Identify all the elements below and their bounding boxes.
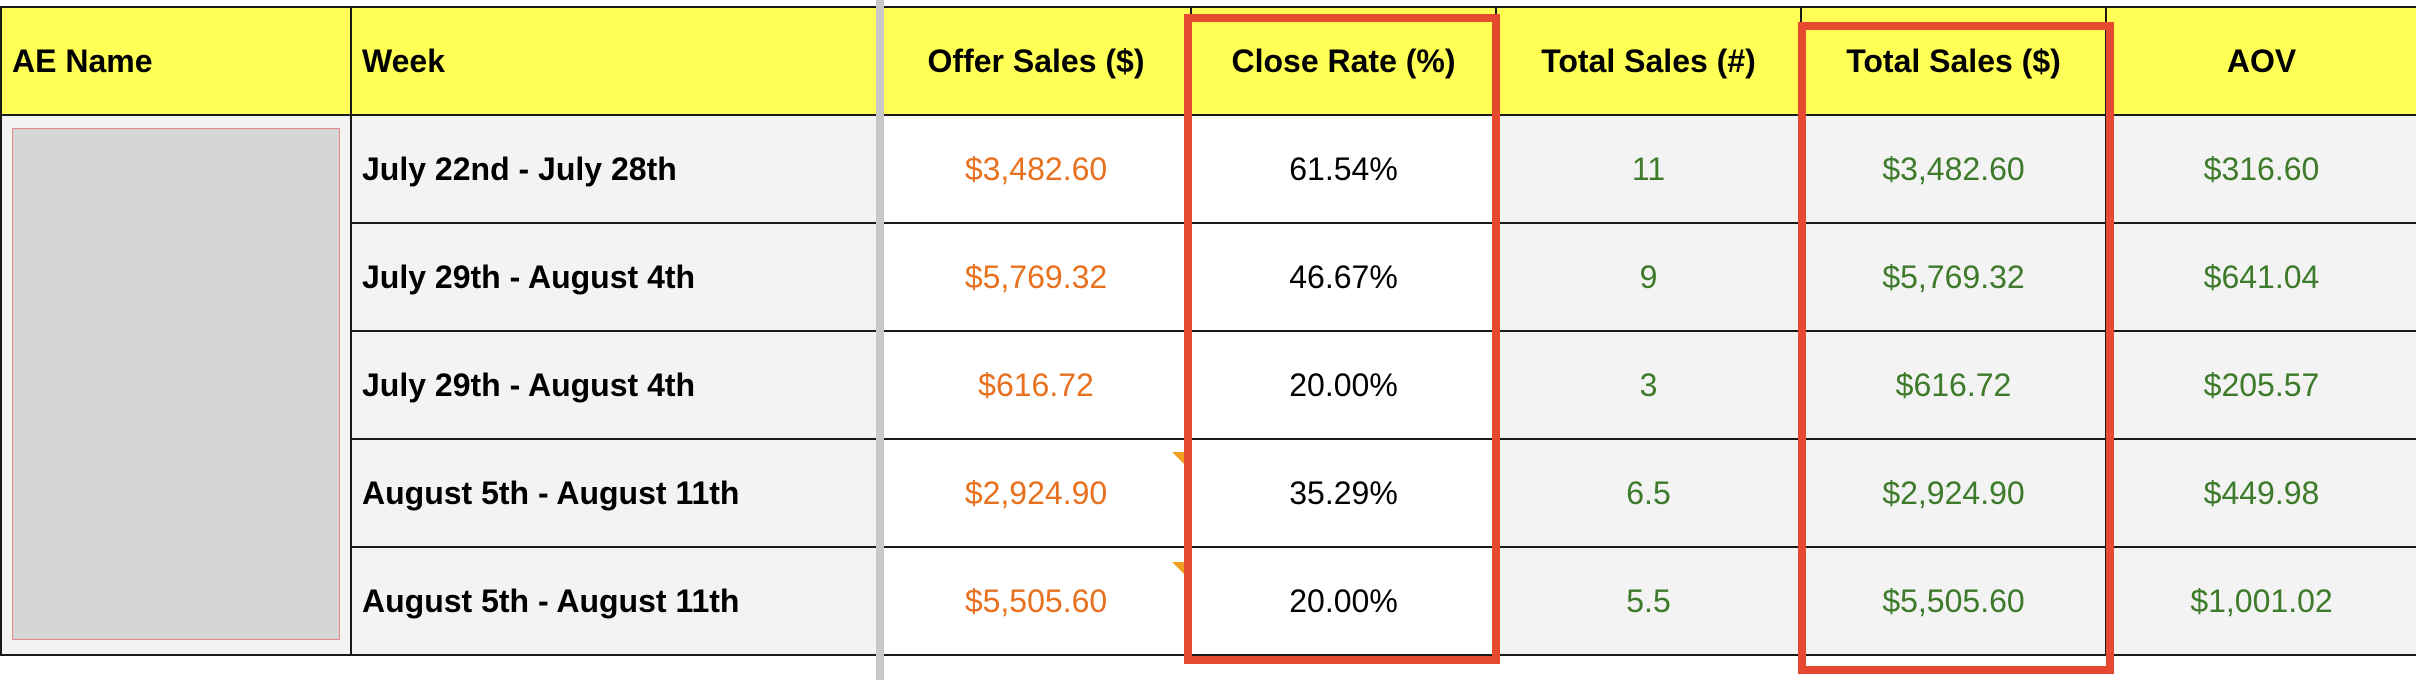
week-cell[interactable]: August 5th - August 11th — [350, 438, 882, 548]
close-rate-cell[interactable]: 20.00% — [1190, 546, 1497, 656]
header-week[interactable]: Week — [350, 6, 882, 116]
total-sales-dollars-cell[interactable]: $5,769.32 — [1800, 222, 2107, 332]
total-sales-count-cell[interactable]: 6.5 — [1495, 438, 1802, 548]
total-sales-count-cell[interactable]: 3 — [1495, 330, 1802, 440]
close-rate-cell[interactable]: 35.29% — [1190, 438, 1497, 548]
table-row: August 5th - August 11th $2,924.90 35.29… — [1, 438, 2416, 548]
table-row: August 5th - August 11th $5,505.60 20.00… — [1, 546, 2416, 656]
header-aov[interactable]: AOV — [2105, 6, 2416, 116]
sales-table: AE Name Week Offer Sales ($) Close Rate … — [0, 6, 2416, 656]
table-row: July 22nd - July 28th $3,482.60 61.54% 1… — [0, 114, 2416, 656]
total-sales-dollars-cell[interactable]: $2,924.90 — [1800, 438, 2107, 548]
header-total-sales-count[interactable]: Total Sales (#) — [1495, 6, 1802, 116]
table-row: July 29th - August 4th $5,769.32 46.67% … — [1, 222, 2416, 332]
total-sales-count-cell[interactable]: 11 — [1495, 114, 1802, 224]
frozen-column-divider[interactable] — [876, 0, 884, 680]
header-offer-sales[interactable]: Offer Sales ($) — [880, 6, 1192, 116]
aov-cell[interactable]: $1,001.02 — [2105, 546, 2416, 656]
close-rate-cell[interactable]: 20.00% — [1190, 330, 1497, 440]
aov-cell[interactable]: $641.04 — [2105, 222, 2416, 332]
total-sales-dollars-cell[interactable]: $616.72 — [1800, 330, 2107, 440]
table-row: July 29th - August 4th $616.72 20.00% 3 … — [1, 330, 2416, 440]
total-sales-dollars-cell[interactable]: $3,482.60 — [1800, 114, 2107, 224]
header-row: AE Name Week Offer Sales ($) Close Rate … — [0, 6, 2416, 116]
aov-cell[interactable]: $449.98 — [2105, 438, 2416, 548]
week-cell[interactable]: July 29th - August 4th — [350, 222, 882, 332]
comment-indicator-icon[interactable] — [1172, 452, 1186, 466]
redacted-name-block — [12, 128, 340, 640]
week-cell[interactable]: July 29th - August 4th — [350, 330, 882, 440]
close-rate-cell[interactable]: 46.67% — [1190, 222, 1497, 332]
offer-sales-cell[interactable]: $5,505.60 — [880, 546, 1192, 656]
total-sales-dollars-cell[interactable]: $5,505.60 — [1800, 546, 2107, 656]
offer-sales-cell[interactable]: $3,482.60 — [880, 114, 1192, 224]
header-ae-name[interactable]: AE Name — [0, 6, 352, 116]
header-total-sales-dollars[interactable]: Total Sales ($) — [1800, 6, 2107, 116]
offer-sales-cell[interactable]: $2,924.90 — [880, 438, 1192, 548]
offer-sales-cell[interactable]: $5,769.32 — [880, 222, 1192, 332]
total-sales-count-cell[interactable]: 9 — [1495, 222, 1802, 332]
header-close-rate[interactable]: Close Rate (%) — [1190, 6, 1497, 116]
week-cell[interactable]: July 22nd - July 28th — [350, 114, 882, 224]
ae-name-cell[interactable] — [0, 114, 352, 656]
aov-cell[interactable]: $316.60 — [2105, 114, 2416, 224]
comment-indicator-icon[interactable] — [1172, 562, 1186, 576]
week-cell[interactable]: August 5th - August 11th — [350, 546, 882, 656]
offer-sales-cell[interactable]: $616.72 — [880, 330, 1192, 440]
close-rate-cell[interactable]: 61.54% — [1190, 114, 1497, 224]
aov-cell[interactable]: $205.57 — [2105, 330, 2416, 440]
total-sales-count-cell[interactable]: 5.5 — [1495, 546, 1802, 656]
